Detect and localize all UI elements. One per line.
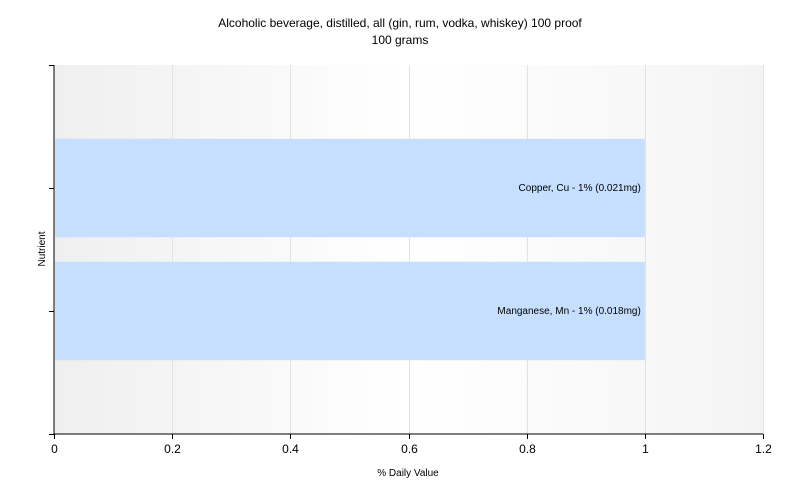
gridlines [172,65,764,434]
x-tick-label: 1 [642,442,649,456]
y-axis-label: Nutrient [37,231,48,266]
bar-labels: Copper, Cu - 1% (0.021mg) Manganese, Mn -… [497,183,640,317]
bar-label: Copper, Cu - 1% (0.021mg) [519,183,641,194]
x-tick-label: 0.2 [164,442,181,456]
x-tick-label: 0.4 [282,442,299,456]
x-tick-label: 1.2 [755,442,772,456]
chart-subtitle: 100 grams [372,33,429,47]
bar [55,261,645,361]
x-tick-label: 0.6 [401,442,418,456]
bar [55,138,645,238]
x-tick-label: 0.8 [519,442,536,456]
chart-title: Alcoholic beverage, distilled, all (gin,… [218,16,582,30]
x-ticks: 0 0.2 0.4 0.6 0.8 1 1.2 [51,434,772,456]
x-axis-label: % Daily Value [377,468,439,479]
y-ticks [49,65,54,435]
bar-label: Manganese, Mn - 1% (0.018mg) [497,306,640,317]
x-tick-label: 0 [51,442,58,456]
plot-background [54,65,763,434]
bars [55,138,645,361]
